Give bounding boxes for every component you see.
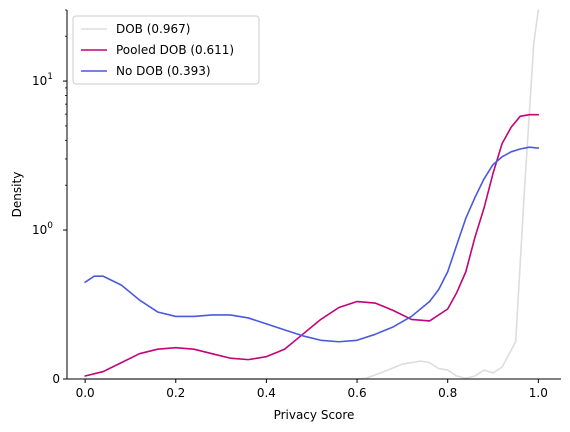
x-tick-label: 0.6 [348, 386, 367, 400]
x-axis-ticks: 0.0 0.2 0.4 0.6 0.8 1.0 [76, 379, 548, 400]
x-tick-label: 0.2 [166, 386, 185, 400]
legend-label: No DOB (0.393) [116, 64, 211, 78]
legend-label: DOB (0.967) [116, 22, 190, 36]
x-axis-label: Privacy Score [274, 408, 355, 422]
y-tick-label: 101 [32, 72, 53, 88]
plot-area [84, 9, 540, 380]
legend: DOB (0.967) Pooled DOB (0.611) No DOB (0.3… [72, 15, 260, 85]
series-line-0 [84, 9, 540, 380]
series-line-2 [84, 146, 540, 343]
y-axis-label: Density [10, 172, 24, 218]
legend-label: Pooled DOB (0.611) [116, 43, 234, 57]
legend-frame [72, 15, 260, 85]
y-axis-ticks: 0 100 101 [32, 9, 67, 386]
x-tick-label: 1.0 [529, 386, 548, 400]
x-tick-label: 0.4 [257, 386, 276, 400]
series-line-1 [84, 113, 540, 377]
x-tick-label: 0.0 [76, 386, 95, 400]
y-tick-label: 0 [52, 372, 60, 386]
x-tick-label: 0.8 [438, 386, 457, 400]
y-tick-label: 100 [32, 221, 53, 237]
